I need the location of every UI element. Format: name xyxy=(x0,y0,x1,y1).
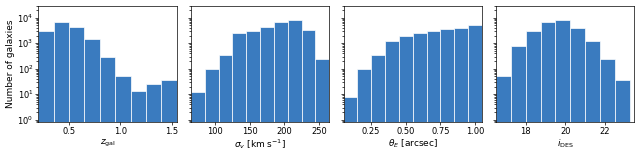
Bar xyxy=(146,84,161,157)
Bar xyxy=(84,39,100,157)
Bar xyxy=(161,80,177,157)
Bar xyxy=(371,55,385,157)
Bar xyxy=(468,25,482,157)
X-axis label: $z_{\rm gal}$: $z_{\rm gal}$ xyxy=(100,138,115,149)
Bar xyxy=(100,57,115,157)
Bar xyxy=(344,97,357,157)
Bar xyxy=(69,27,84,157)
X-axis label: $\sigma_v$ [km s$^{-1}$]: $\sigma_v$ [km s$^{-1}$] xyxy=(234,138,286,152)
Bar xyxy=(413,33,426,157)
Bar xyxy=(246,31,260,157)
Bar xyxy=(316,59,330,157)
Bar xyxy=(357,69,371,157)
Bar xyxy=(191,92,205,157)
Bar xyxy=(131,91,146,157)
Bar xyxy=(301,30,316,157)
Bar xyxy=(454,28,468,157)
Bar xyxy=(511,46,525,157)
Bar xyxy=(274,22,288,157)
Bar xyxy=(585,41,600,157)
Bar xyxy=(260,27,274,157)
Bar xyxy=(399,36,413,157)
Bar xyxy=(288,19,301,157)
X-axis label: $i_{\rm DES}$: $i_{\rm DES}$ xyxy=(557,138,573,150)
Bar xyxy=(232,33,246,157)
Y-axis label: Number of galaxies: Number of galaxies xyxy=(6,20,15,108)
X-axis label: $\theta_E$ [arcsec]: $\theta_E$ [arcsec] xyxy=(388,138,438,150)
Bar xyxy=(38,31,54,157)
Bar xyxy=(614,80,630,157)
Bar xyxy=(219,55,232,157)
Bar xyxy=(496,76,511,157)
Bar xyxy=(115,76,131,157)
Bar xyxy=(600,59,614,157)
Bar xyxy=(541,22,556,157)
Bar xyxy=(525,31,541,157)
Bar xyxy=(440,29,454,157)
Bar xyxy=(205,69,219,157)
Bar xyxy=(570,28,585,157)
Bar xyxy=(385,41,399,157)
Bar xyxy=(426,31,440,157)
Bar xyxy=(556,19,570,157)
Bar xyxy=(54,22,69,157)
